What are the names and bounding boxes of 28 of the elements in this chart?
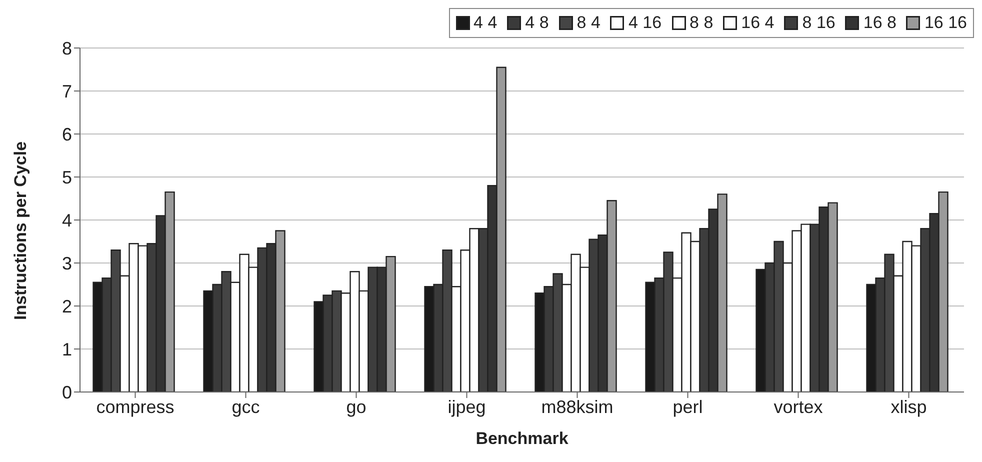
y-tick-label: 0: [62, 382, 72, 402]
y-tick-label: 3: [62, 253, 72, 274]
legend-label: 8 16: [802, 13, 836, 33]
y-tick-label: 5: [62, 167, 72, 188]
legend-label: 16 4: [741, 13, 774, 33]
y-axis-title: Instructions per Cycle: [11, 141, 30, 320]
legend-label: 16 16: [924, 13, 967, 33]
x-tick-label: gcc: [232, 396, 260, 417]
y-tick-label: 1: [62, 339, 72, 360]
legend-label: 4 4: [474, 13, 498, 33]
legend-label: 8 8: [690, 13, 714, 33]
x-tick-label: perl: [672, 396, 703, 417]
y-tick-label: 4: [62, 210, 72, 230]
y-tick-label: 2: [62, 296, 72, 316]
y-tick-label: 7: [62, 81, 72, 102]
legend-label: 4 8: [525, 13, 549, 33]
x-tick-label: go: [346, 396, 366, 417]
y-tick-label: 8: [62, 38, 72, 58]
x-tick-label: vortex: [774, 396, 823, 417]
legend-label: 16 8: [863, 13, 896, 33]
x-tick-label: ijpeg: [448, 396, 486, 417]
x-axis-title: Benchmark: [476, 429, 569, 448]
legend-label: 4 16: [628, 13, 662, 33]
x-tick-label: xlisp: [890, 396, 927, 417]
x-tick-label: compress: [96, 396, 174, 417]
legend-label: 8 4: [576, 13, 600, 33]
y-tick-label: 6: [62, 124, 72, 144]
x-tick-label: m88ksim: [541, 396, 614, 417]
